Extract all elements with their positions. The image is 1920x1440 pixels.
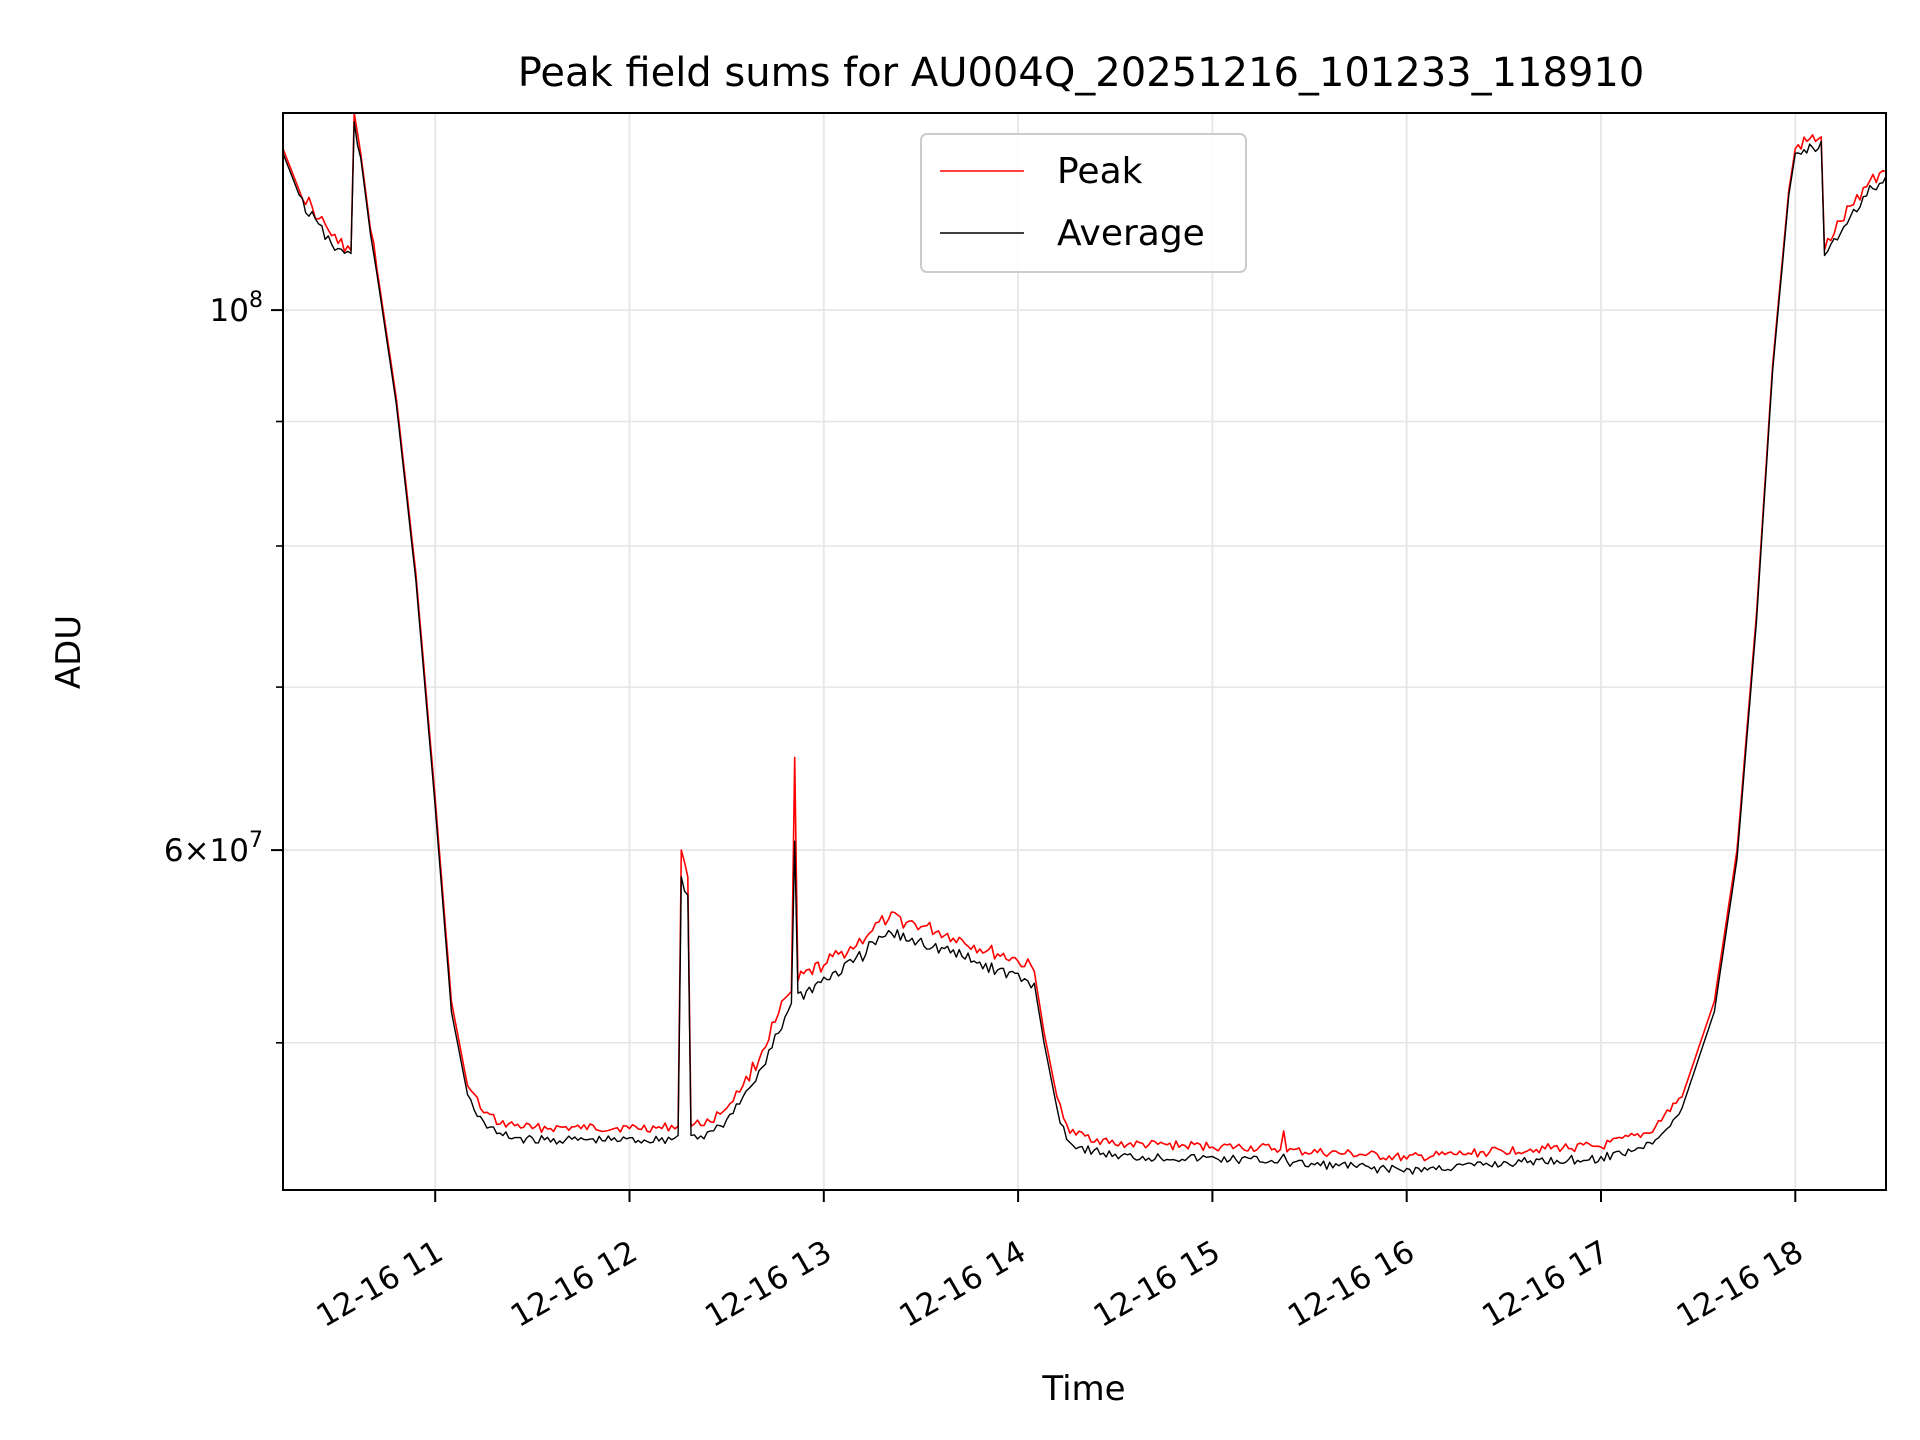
series-line-peak: [282, 112, 1887, 1162]
y-tick-label: 6×107: [164, 828, 263, 869]
x-axis-label: Time: [1041, 1369, 1125, 1409]
y-axis-label: ADU: [49, 615, 89, 689]
legend-label-average: Average: [1057, 213, 1205, 254]
grid: [283, 113, 1886, 1190]
y-axis: 108 6×107: [164, 288, 283, 1044]
series-layer: [282, 112, 1887, 1175]
plot-background: [283, 113, 1886, 1190]
plot-area: [282, 112, 1887, 1191]
series-line-average: [282, 121, 1887, 1175]
legend-box: [920, 133, 1247, 273]
y-tick-label: 108: [210, 288, 263, 329]
legend-label-peak: Peak: [1057, 151, 1143, 192]
legend: Peak Average: [920, 133, 1247, 273]
chart-title: Peak field sums for AU004Q_20251216_1012…: [518, 50, 1645, 96]
plot-frame: [282, 112, 1887, 1191]
